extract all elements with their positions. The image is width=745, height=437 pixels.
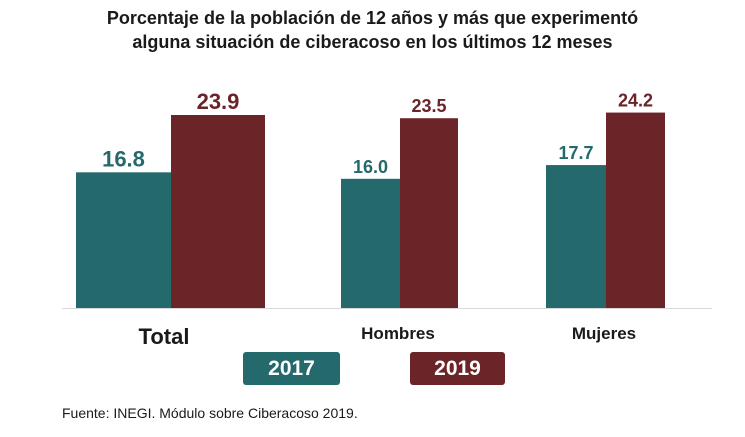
- category-label-total: Total: [139, 324, 190, 349]
- source-note: Fuente: INEGI. Módulo sobre Ciberacoso 2…: [62, 405, 358, 421]
- category-label-hombres: Hombres: [361, 324, 435, 343]
- bar-2019-hombres: [400, 118, 458, 308]
- legend-item-2017: 2017: [243, 352, 340, 385]
- bar-2019-mujeres: [606, 112, 665, 308]
- legend-item-2019: 2019: [410, 352, 505, 385]
- data-label-2019-hombres: 23.5: [411, 96, 446, 116]
- chart-title: Porcentaje de la población de 12 años y …: [0, 6, 745, 54]
- bar-2017-hombres: [341, 178, 400, 308]
- legend-label-2017: 2017: [268, 357, 315, 380]
- bar-2017-total: [76, 172, 171, 308]
- chart-title-line-1: Porcentaje de la población de 12 años y …: [106, 8, 639, 28]
- data-label-2019-mujeres: 24.2: [618, 91, 653, 111]
- data-label-2017-total: 16.8: [102, 146, 145, 171]
- legend-label-2019: 2019: [434, 357, 481, 380]
- data-label-2017-mujeres: 17.7: [558, 143, 593, 163]
- data-label-2017-hombres: 16.0: [353, 157, 388, 177]
- data-label-2019-total: 23.9: [197, 89, 240, 114]
- bar-2017-mujeres: [546, 165, 606, 308]
- bar-2019-total: [171, 115, 265, 308]
- category-label-mujeres: Mujeres: [572, 324, 636, 343]
- chart-title-line-2: alguna situación de ciberacoso en los úl…: [132, 32, 613, 52]
